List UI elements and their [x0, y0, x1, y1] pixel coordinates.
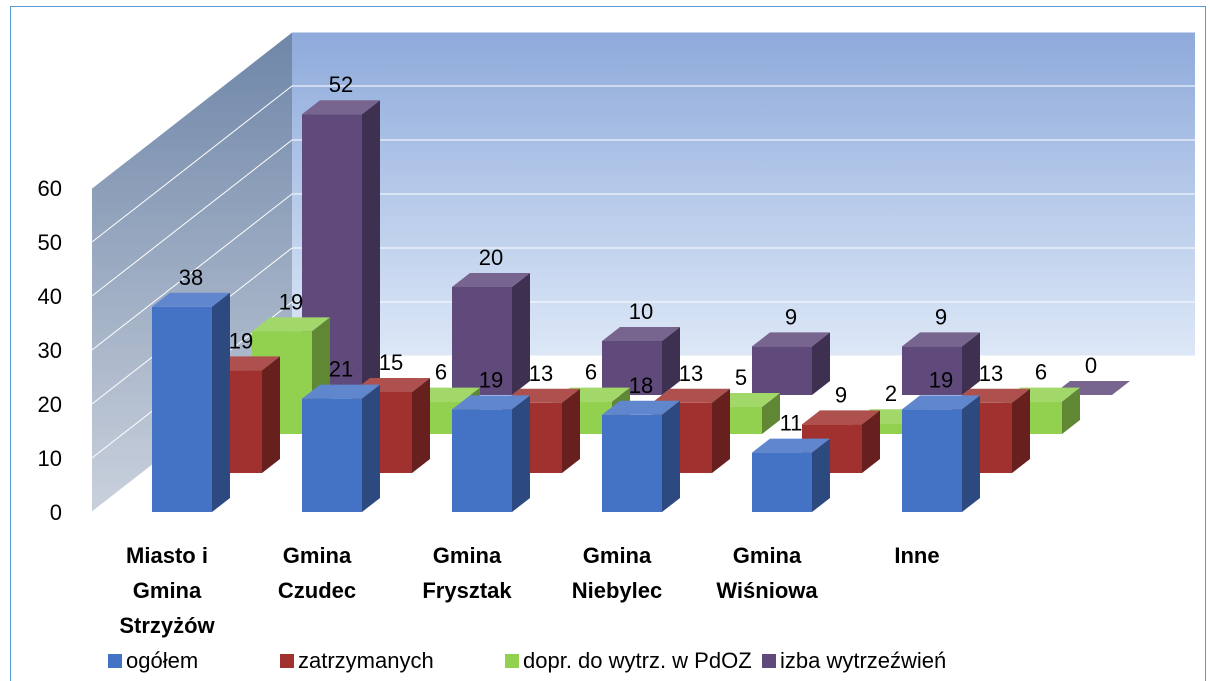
bar-side — [962, 395, 980, 512]
x-tick-label: Gmina Frysztak — [422, 543, 512, 603]
bar — [602, 341, 662, 395]
y-tick-label: 50 — [38, 230, 62, 255]
bar-top — [802, 410, 880, 425]
bar-side — [362, 384, 380, 512]
grid-line — [91, 193, 293, 351]
legend-swatch — [280, 654, 294, 668]
bar-top — [302, 384, 380, 399]
bar-top — [752, 332, 830, 347]
legend-swatch — [108, 654, 122, 668]
value-label: 2 — [885, 381, 897, 406]
value-label: 13 — [679, 361, 703, 386]
value-label: 9 — [835, 382, 847, 407]
value-label: 9 — [785, 304, 797, 329]
bar-side — [562, 388, 580, 473]
bar — [602, 414, 662, 512]
bar — [752, 452, 812, 512]
chart-frame — [10, 6, 1206, 681]
bar-side — [262, 356, 280, 473]
bar-top — [602, 400, 680, 415]
y-tick-label: 10 — [38, 446, 62, 471]
bar-side — [662, 400, 680, 512]
y-tick-label: 30 — [38, 338, 62, 363]
bar-side — [512, 273, 530, 395]
bar-top — [752, 438, 830, 453]
bar-side — [1012, 388, 1030, 473]
grid-line — [91, 139, 293, 297]
bar — [852, 423, 912, 434]
legend-label: dopr. do wytrz. w PdOZ — [523, 648, 752, 673]
bar-top — [452, 395, 530, 410]
x-tick-label: Gmina Wiśniowa — [716, 543, 818, 603]
bar-top — [252, 317, 330, 332]
value-label: 19 — [929, 367, 953, 392]
value-label: 5 — [735, 365, 747, 390]
bar — [452, 287, 512, 395]
legend-swatch — [762, 654, 776, 668]
value-label: 0 — [1085, 353, 1097, 378]
bar-top — [602, 327, 680, 341]
legend-label: izba wytrzeźwień — [780, 648, 946, 673]
bar-side — [962, 332, 980, 395]
bar-side — [362, 100, 380, 395]
bar-side — [762, 393, 780, 434]
bar-top — [902, 395, 980, 410]
bar-side — [412, 378, 430, 473]
grid-line — [91, 85, 293, 243]
x-tick-label: Miasto i Gmina Strzyżów — [119, 543, 215, 638]
y-tick-label: 0 — [50, 500, 62, 525]
bar-top — [152, 292, 230, 307]
value-label: 10 — [629, 299, 653, 324]
bar-side — [212, 292, 230, 512]
bar-side — [812, 438, 830, 512]
bar-top — [452, 273, 530, 287]
bar-side — [712, 388, 730, 473]
bar-top — [302, 100, 380, 115]
y-tick-label: 20 — [38, 392, 62, 417]
legend-label: zatrzymanych — [298, 648, 434, 673]
bar-side — [812, 332, 830, 395]
y-tick-label: 40 — [38, 284, 62, 309]
value-label: 38 — [179, 265, 203, 290]
x-tick-label: Gmina Czudec — [277, 543, 357, 603]
bar — [902, 346, 962, 395]
value-label: 6 — [435, 360, 447, 385]
x-tick-label: Inne — [894, 543, 940, 568]
value-label: 9 — [935, 304, 947, 329]
bar-side — [662, 327, 680, 395]
legend-swatch — [505, 654, 519, 668]
bar-top — [902, 332, 980, 347]
bar — [452, 409, 512, 512]
bar-side — [512, 395, 530, 512]
value-label: 6 — [585, 360, 597, 385]
value-label: 18 — [629, 373, 653, 398]
y-tick-label: 60 — [38, 176, 62, 201]
value-label: 19 — [479, 367, 503, 392]
value-label: 19 — [229, 328, 253, 353]
value-label: 52 — [329, 72, 353, 97]
legend-label: ogółem — [126, 648, 198, 673]
x-tick-label: Gmina Niebylec — [571, 543, 663, 603]
value-label: 13 — [979, 361, 1003, 386]
value-label: 20 — [479, 245, 503, 270]
bar — [302, 398, 362, 512]
bar-top — [652, 388, 730, 403]
bar — [902, 409, 962, 512]
value-label: 15 — [379, 350, 403, 375]
grid-line — [91, 31, 293, 189]
bar — [752, 346, 812, 395]
value-label: 21 — [329, 357, 353, 382]
value-label: 6 — [1035, 360, 1047, 385]
value-label: 19 — [279, 289, 303, 314]
bar-side — [862, 410, 880, 473]
bar-side — [1062, 387, 1080, 434]
bar — [152, 306, 212, 512]
value-label: 11 — [780, 411, 803, 436]
value-label: 13 — [529, 361, 553, 386]
